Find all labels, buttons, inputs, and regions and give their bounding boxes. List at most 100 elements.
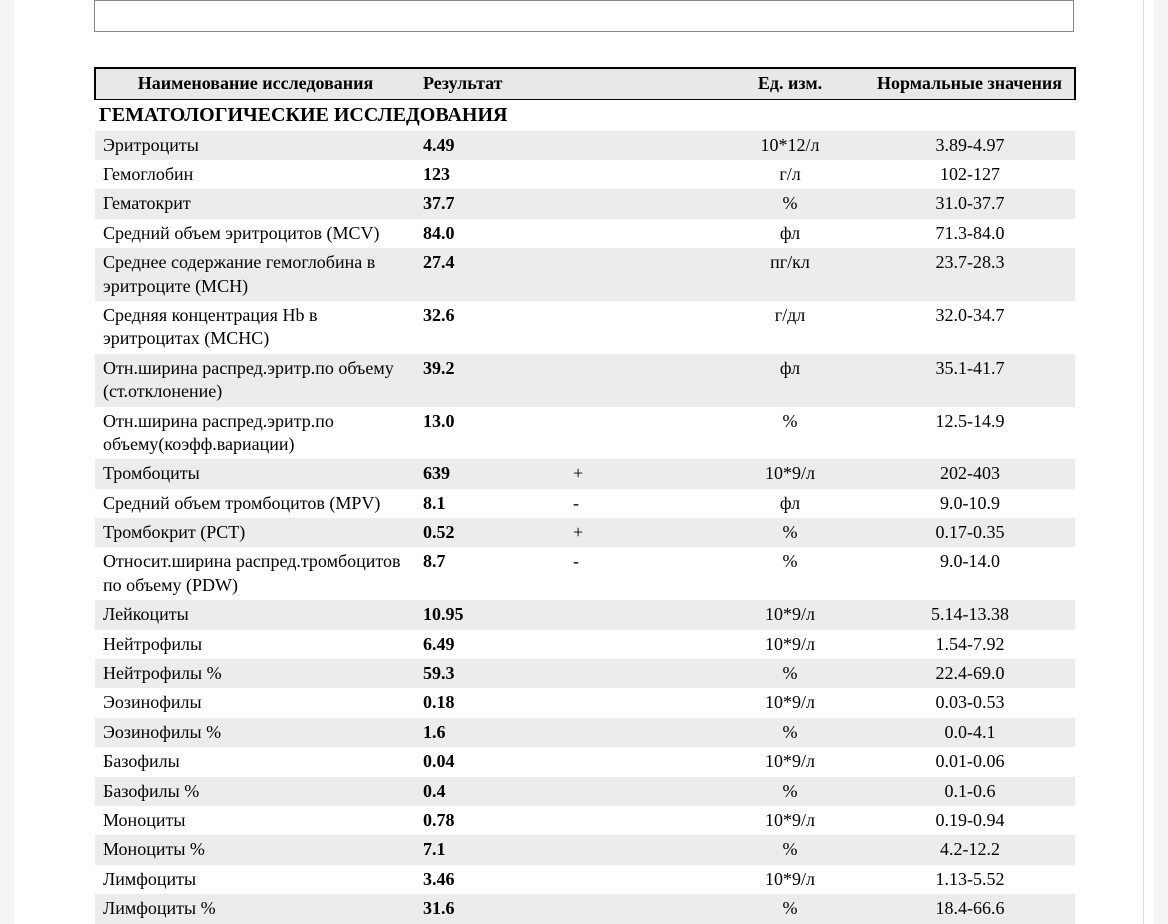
cell-unit: % — [715, 407, 865, 460]
cell-name: Лимфоциты % — [95, 894, 415, 923]
cell-name: Нейтрофилы — [95, 630, 415, 659]
cell-normal: 4.2-12.2 — [865, 835, 1075, 864]
cell-flag — [565, 600, 715, 629]
cell-flag — [565, 189, 715, 218]
header-flag — [565, 68, 715, 99]
cell-flag — [565, 718, 715, 747]
cell-unit: фл — [715, 489, 865, 518]
cell-name: Эозинофилы % — [95, 718, 415, 747]
header-normal: Нормальные значения — [865, 68, 1075, 99]
cell-result: 13.0 — [415, 407, 565, 460]
cell-name: Лейкоциты — [95, 600, 415, 629]
table-row: Среднее содержание гемоглобина в эритроц… — [95, 248, 1075, 301]
table-row: Нейтрофилы %59.3%22.4-69.0 — [95, 659, 1075, 688]
cell-unit: % — [715, 718, 865, 747]
table-row: Базофилы %0.4%0.1-0.6 — [95, 777, 1075, 806]
cell-normal: 32.0-34.7 — [865, 301, 1075, 354]
cell-unit: 10*12/л — [715, 131, 865, 160]
cell-normal: 18.4-66.6 — [865, 894, 1075, 923]
cell-flag: + — [565, 518, 715, 547]
cell-normal: 23.7-28.3 — [865, 248, 1075, 301]
cell-name: Базофилы — [95, 747, 415, 776]
header-result: Результат — [415, 68, 565, 99]
cell-flag — [565, 688, 715, 717]
cell-flag — [565, 630, 715, 659]
cell-normal: 0.01-0.06 — [865, 747, 1075, 776]
header-unit: Ед. изм. — [715, 68, 865, 99]
cell-flag — [565, 301, 715, 354]
cell-unit: пг/кл — [715, 248, 865, 301]
cell-result: 123 — [415, 160, 565, 189]
table-row: Лейкоциты10.9510*9/л5.14-13.38 — [95, 600, 1075, 629]
cell-normal: 1.13-5.52 — [865, 865, 1075, 894]
table-row: Эозинофилы %1.6%0.0-4.1 — [95, 718, 1075, 747]
cell-flag — [565, 219, 715, 248]
cell-flag — [565, 835, 715, 864]
cell-result: 4.49 — [415, 131, 565, 160]
table-row: Средний объем эритроцитов (MCV)84.0фл71.… — [95, 219, 1075, 248]
cell-unit: % — [715, 894, 865, 923]
cell-normal: 0.0-4.1 — [865, 718, 1075, 747]
cell-normal: 35.1-41.7 — [865, 354, 1075, 407]
cell-name: Средний объем тромбоцитов (MPV) — [95, 489, 415, 518]
table-row: Тромбоциты639+10*9/л202-403 — [95, 459, 1075, 488]
table-row: Эозинофилы0.1810*9/л0.03-0.53 — [95, 688, 1075, 717]
cell-normal: 22.4-69.0 — [865, 659, 1075, 688]
cell-name: Тромбоциты — [95, 459, 415, 488]
cell-result: 0.04 — [415, 747, 565, 776]
cell-result: 59.3 — [415, 659, 565, 688]
cell-name: Базофилы % — [95, 777, 415, 806]
table-row: Эритроциты4.4910*12/л3.89-4.97 — [95, 131, 1075, 160]
cell-result: 37.7 — [415, 189, 565, 218]
cell-normal: 71.3-84.0 — [865, 219, 1075, 248]
cell-normal: 0.03-0.53 — [865, 688, 1075, 717]
cell-flag — [565, 248, 715, 301]
cell-name: Лимфоциты — [95, 865, 415, 894]
cell-unit: 10*9/л — [715, 747, 865, 776]
header-name: Наименование исследования — [95, 68, 415, 99]
cell-result: 84.0 — [415, 219, 565, 248]
table-row: Гемоглобин123г/л102-127 — [95, 160, 1075, 189]
table-row: Моноциты0.7810*9/л0.19-0.94 — [95, 806, 1075, 835]
cell-flag — [565, 354, 715, 407]
cell-result: 6.49 — [415, 630, 565, 659]
cell-normal: 102-127 — [865, 160, 1075, 189]
cell-flag — [565, 160, 715, 189]
cell-unit: % — [715, 659, 865, 688]
cell-normal: 12.5-14.9 — [865, 407, 1075, 460]
cell-flag — [565, 865, 715, 894]
cell-name: Тромбокрит (PCT) — [95, 518, 415, 547]
cell-normal: 5.14-13.38 — [865, 600, 1075, 629]
cell-unit: г/дл — [715, 301, 865, 354]
cell-flag — [565, 659, 715, 688]
cell-flag — [565, 131, 715, 160]
cell-result: 7.1 — [415, 835, 565, 864]
cell-flag — [565, 777, 715, 806]
table-row: Лимфоциты3.4610*9/л1.13-5.52 — [95, 865, 1075, 894]
cell-flag — [565, 407, 715, 460]
table-row: Тромбокрит (PCT)0.52+%0.17-0.35 — [95, 518, 1075, 547]
cell-result: 0.4 — [415, 777, 565, 806]
cell-result: 1.6 — [415, 718, 565, 747]
lab-results-table: Наименование исследования Результат Ед. … — [94, 67, 1076, 924]
cell-result: 0.18 — [415, 688, 565, 717]
cell-result: 10.95 — [415, 600, 565, 629]
table-body: ГЕМАТОЛОГИЧЕСКИЕ ИССЛЕДОВАНИЯ Эритроциты… — [95, 99, 1075, 923]
cell-result: 39.2 — [415, 354, 565, 407]
table-row: Гематокрит37.7%31.0-37.7 — [95, 189, 1075, 218]
table-row: Лимфоциты %31.6%18.4-66.6 — [95, 894, 1075, 923]
cell-unit: 10*9/л — [715, 688, 865, 717]
table-row: Нейтрофилы6.4910*9/л1.54-7.92 — [95, 630, 1075, 659]
cell-normal: 0.19-0.94 — [865, 806, 1075, 835]
cell-flag — [565, 894, 715, 923]
cell-normal: 9.0-14.0 — [865, 547, 1075, 600]
cell-unit: % — [715, 547, 865, 600]
cell-result: 0.52 — [415, 518, 565, 547]
table-row: Базофилы0.04 10*9/л0.01-0.06 — [95, 747, 1075, 776]
cell-unit: г/л — [715, 160, 865, 189]
table-row: Средняя концентрация Hb в эритроцитах (M… — [95, 301, 1075, 354]
cell-flag — [565, 806, 715, 835]
cell-name: Нейтрофилы % — [95, 659, 415, 688]
cell-unit: 10*9/л — [715, 865, 865, 894]
cell-normal: 202-403 — [865, 459, 1075, 488]
